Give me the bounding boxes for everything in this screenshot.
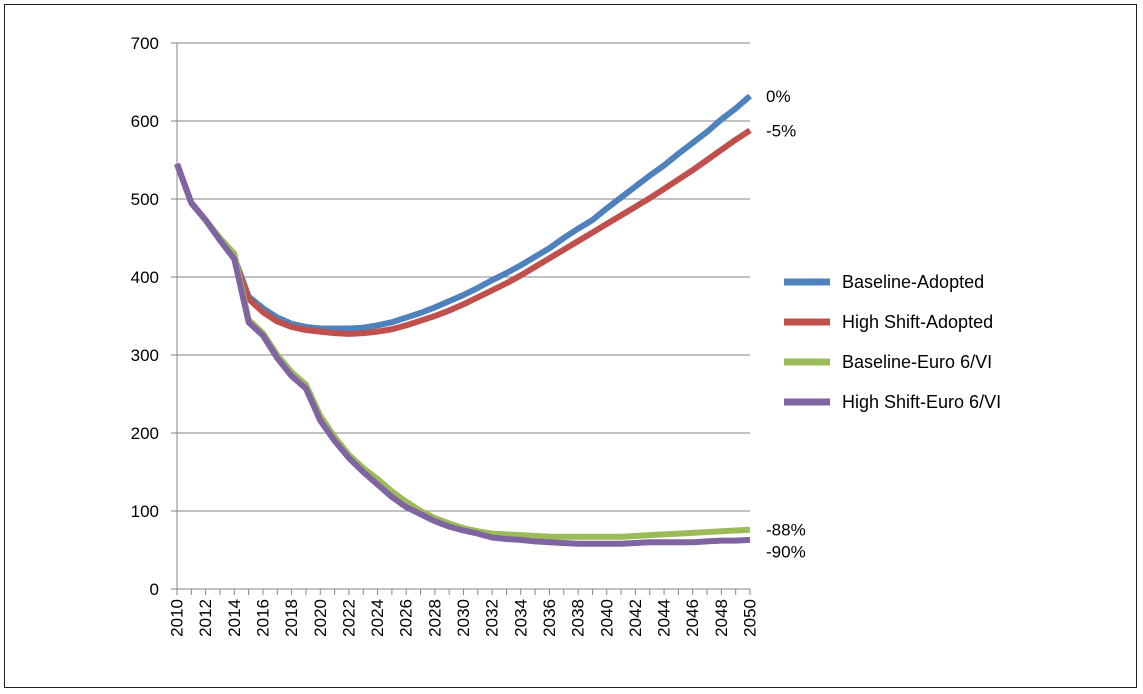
x-tick-label: 2044 (655, 599, 674, 637)
end-label-baseline-adopted: 0% (766, 87, 791, 106)
x-tick-label: 2016 (253, 599, 272, 637)
end-labels: 0% -5% -88% -90% (766, 87, 806, 562)
x-tick-label: 2010 (168, 599, 187, 637)
x-tick-label: 2034 (511, 599, 530, 637)
legend: Baseline-Adopted High Shift-Adopted Baseli… (784, 272, 1001, 412)
legend-entry-label: Baseline-Euro 6/VI (842, 352, 992, 372)
x-tick-label: 2022 (339, 599, 358, 637)
legend-entry-label: High Shift-Adopted (842, 312, 993, 332)
x-tick-label: 2032 (483, 599, 502, 637)
x-tick-label: 2018 (282, 599, 301, 637)
y-tick-label: 500 (131, 190, 159, 209)
y-tick-label: 300 (131, 346, 159, 365)
y-tick-label: 400 (131, 268, 159, 287)
legend-entry-label: High Shift-Euro 6/VI (842, 392, 1001, 412)
series-line-high-shift-euro-6-vi (174, 162, 751, 547)
series-lines (174, 93, 752, 547)
chart-frame (4, 4, 1137, 688)
x-tick-label: 2014 (225, 599, 244, 637)
axes: 0 100 200 300 400 500 600 700 2010 2012 2014 2016 20… (131, 34, 760, 637)
y-tick-label: 600 (131, 112, 159, 131)
y-tick-label: 100 (131, 502, 159, 521)
x-tick-label: 2040 (597, 599, 616, 637)
y-tick-label: 0 (150, 580, 159, 599)
grid-lines (177, 42, 750, 512)
x-tick-label: 2042 (626, 599, 645, 637)
end-label-baseline-euro-6-vi: -88% (766, 521, 806, 540)
series-line-high-shift-adopted (174, 127, 752, 337)
x-tick-label: 2024 (368, 599, 387, 637)
x-tick-label: 2050 (741, 599, 760, 637)
x-tick-label: 2028 (425, 599, 444, 637)
y-tick-label: 700 (131, 34, 159, 53)
series-line-baseline-euro-6-vi (174, 162, 751, 540)
x-tick-label: 2046 (683, 599, 702, 637)
x-tick-label: 2026 (397, 599, 416, 637)
end-label-high-shift-adopted: -5% (766, 121, 796, 140)
x-tick-label: 2030 (454, 599, 473, 637)
series-line-baseline-adopted (174, 93, 752, 332)
x-tick-label: 2012 (196, 599, 215, 637)
x-tick-label: 2038 (569, 599, 588, 637)
end-label-high-shift-euro-6-vi: -90% (766, 543, 806, 562)
legend-entry-label: Baseline-Adopted (842, 272, 984, 292)
x-tick-label: 2048 (712, 599, 731, 637)
x-tick-label: 2036 (540, 599, 559, 637)
x-tick-label: 2020 (311, 599, 330, 637)
y-tick-label: 200 (131, 424, 159, 443)
